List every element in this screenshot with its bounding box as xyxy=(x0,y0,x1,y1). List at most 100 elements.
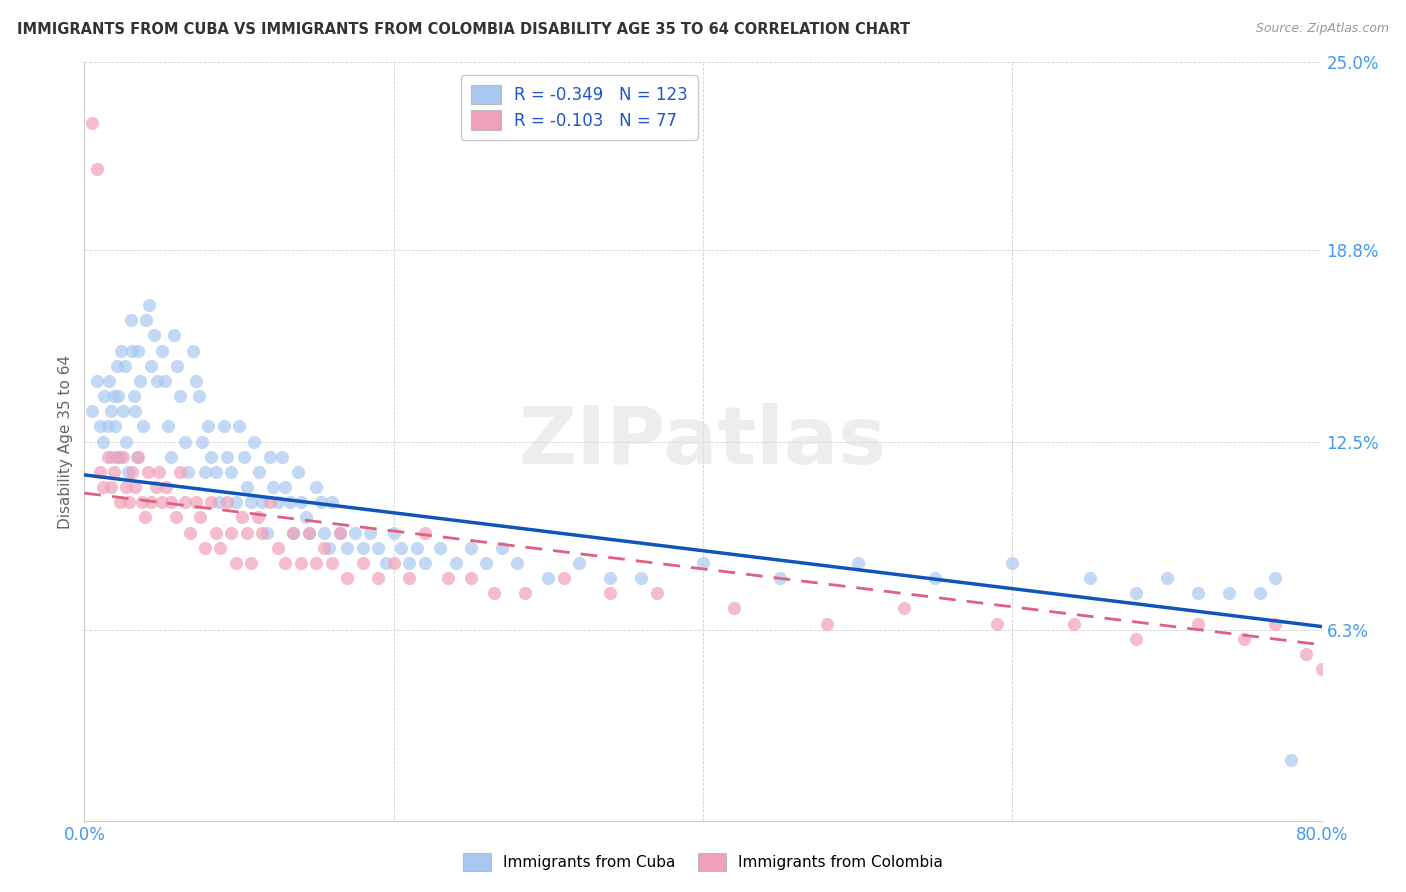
Point xyxy=(250,495,273,509)
Point xyxy=(336,541,359,555)
Point xyxy=(127,343,149,358)
Point xyxy=(139,359,162,373)
Point xyxy=(205,525,228,540)
Point xyxy=(127,450,149,464)
Point xyxy=(194,465,217,479)
Point xyxy=(475,556,498,570)
Point xyxy=(271,450,294,464)
Point xyxy=(112,404,135,418)
Point xyxy=(343,525,366,540)
Point xyxy=(290,495,312,509)
Point xyxy=(209,541,232,555)
Point xyxy=(645,586,668,600)
Point xyxy=(491,541,513,555)
Point xyxy=(1264,571,1286,585)
Point xyxy=(153,374,176,388)
Point xyxy=(294,510,316,524)
Point xyxy=(1249,586,1271,600)
Point xyxy=(219,525,242,540)
Point xyxy=(100,404,122,418)
Point xyxy=(398,556,420,570)
Point xyxy=(129,374,152,388)
Point xyxy=(723,601,745,615)
Point xyxy=(103,465,125,479)
Point xyxy=(212,419,235,434)
Point xyxy=(136,465,159,479)
Point xyxy=(250,525,273,540)
Point xyxy=(91,434,114,449)
Point xyxy=(398,571,420,585)
Point xyxy=(228,419,250,434)
Point xyxy=(374,556,398,570)
Point xyxy=(436,571,458,585)
Point xyxy=(148,465,170,479)
Point xyxy=(321,495,343,509)
Point xyxy=(115,480,138,494)
Legend: R = -0.349   N = 123, R = -0.103   N = 77: R = -0.349 N = 123, R = -0.103 N = 77 xyxy=(461,75,697,140)
Point xyxy=(305,556,328,570)
Point xyxy=(169,465,191,479)
Point xyxy=(246,510,269,524)
Point xyxy=(181,343,204,358)
Point xyxy=(215,450,238,464)
Point xyxy=(135,313,157,327)
Point xyxy=(91,480,114,494)
Point xyxy=(259,495,281,509)
Point xyxy=(98,374,121,388)
Point xyxy=(328,525,352,540)
Point xyxy=(184,374,207,388)
Point xyxy=(160,450,183,464)
Point xyxy=(114,359,136,373)
Point xyxy=(328,525,352,540)
Point xyxy=(243,434,266,449)
Point xyxy=(155,480,177,494)
Point xyxy=(1063,616,1085,631)
Point xyxy=(1156,571,1178,585)
Point xyxy=(287,465,309,479)
Point xyxy=(131,495,153,509)
Point xyxy=(924,571,946,585)
Point xyxy=(1125,632,1147,646)
Text: Source: ZipAtlas.com: Source: ZipAtlas.com xyxy=(1256,22,1389,36)
Point xyxy=(1001,556,1024,570)
Point xyxy=(124,480,146,494)
Point xyxy=(187,389,209,403)
Point xyxy=(367,571,389,585)
Point xyxy=(163,328,186,343)
Point xyxy=(105,450,128,464)
Point xyxy=(312,525,335,540)
Point xyxy=(893,601,915,615)
Point xyxy=(568,556,591,570)
Point xyxy=(235,525,259,540)
Point xyxy=(413,556,436,570)
Point xyxy=(134,510,156,524)
Point xyxy=(553,571,575,585)
Point xyxy=(630,571,652,585)
Point xyxy=(169,389,191,403)
Point xyxy=(200,450,222,464)
Point xyxy=(86,161,108,176)
Point xyxy=(846,556,869,570)
Point xyxy=(177,465,200,479)
Point xyxy=(194,541,217,555)
Point xyxy=(200,495,222,509)
Point xyxy=(122,389,145,403)
Point xyxy=(267,495,290,509)
Point xyxy=(274,480,297,494)
Text: IMMIGRANTS FROM CUBA VS IMMIGRANTS FROM COLOMBIA DISABILITY AGE 35 TO 64 CORRELA: IMMIGRANTS FROM CUBA VS IMMIGRANTS FROM … xyxy=(17,22,910,37)
Point xyxy=(100,480,122,494)
Point xyxy=(769,571,792,585)
Point xyxy=(146,374,169,388)
Point xyxy=(389,541,413,555)
Point xyxy=(321,556,343,570)
Point xyxy=(278,495,301,509)
Point xyxy=(281,525,305,540)
Point xyxy=(107,389,129,403)
Point xyxy=(121,343,143,358)
Point xyxy=(96,419,118,434)
Point xyxy=(145,480,167,494)
Point xyxy=(815,616,838,631)
Point xyxy=(120,313,142,327)
Point xyxy=(174,495,197,509)
Point xyxy=(184,495,207,509)
